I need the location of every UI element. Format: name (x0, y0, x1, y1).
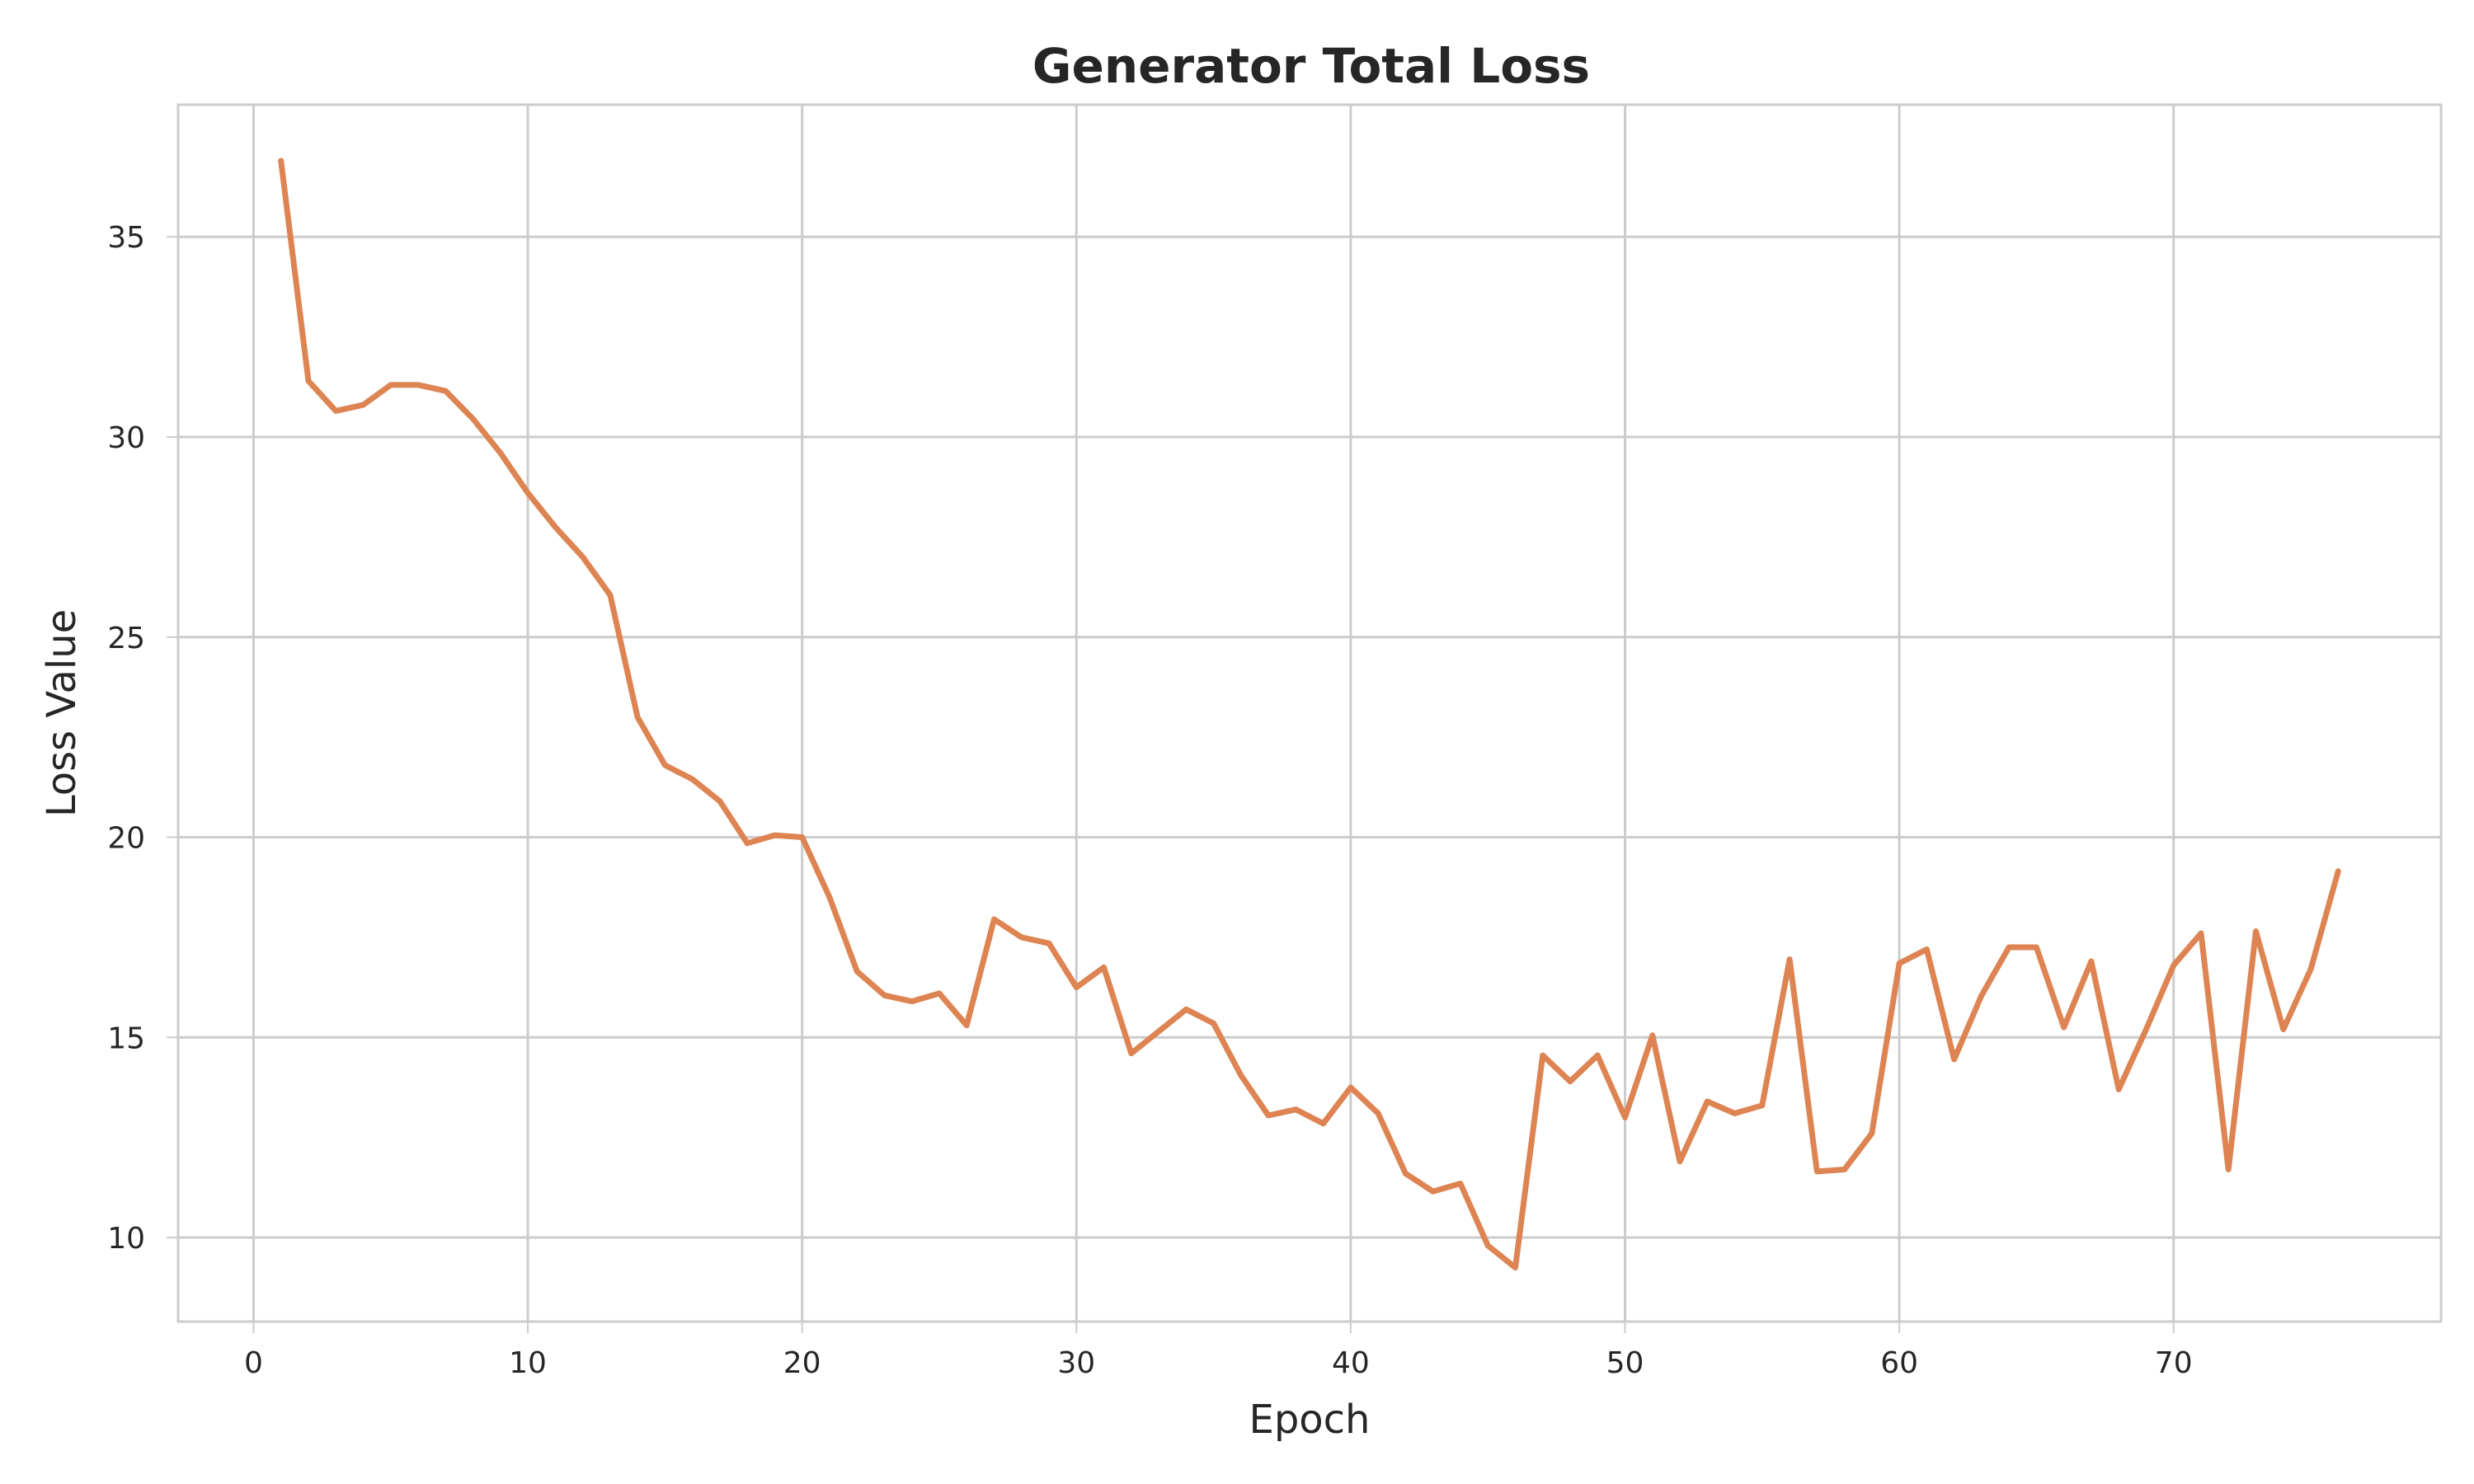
x-tick-label: 30 (1057, 1346, 1095, 1380)
x-tick-label: 20 (783, 1346, 821, 1380)
y-tick-label: 35 (107, 221, 145, 255)
loss-line (278, 157, 2341, 1270)
x-tick-label: 50 (1606, 1346, 1644, 1380)
x-axis-ticks: 0 10 20 30 40 50 60 70 (244, 1322, 2193, 1380)
x-tick-label: 70 (2155, 1346, 2193, 1380)
plot-frame (176, 103, 2443, 1323)
chart-title: Generator Total Loss (1032, 38, 1590, 94)
y-tick-label: 25 (107, 622, 145, 655)
series-layer (278, 157, 2341, 1270)
grid (178, 105, 2441, 1322)
y-tick-label: 20 (107, 822, 145, 856)
y-tick-label: 10 (107, 1222, 145, 1256)
x-axis-label: Epoch (1249, 1397, 1371, 1443)
y-axis-ticks: 10 15 20 25 30 35 (107, 221, 178, 1256)
x-tick-label: 0 (244, 1346, 263, 1380)
x-tick-label: 10 (509, 1346, 547, 1380)
y-tick-label: 15 (107, 1021, 145, 1055)
y-axis-label: Loss Value (39, 609, 85, 817)
y-tick-label: 30 (107, 421, 145, 455)
x-tick-label: 40 (1332, 1346, 1370, 1380)
x-tick-label: 60 (1880, 1346, 1918, 1380)
